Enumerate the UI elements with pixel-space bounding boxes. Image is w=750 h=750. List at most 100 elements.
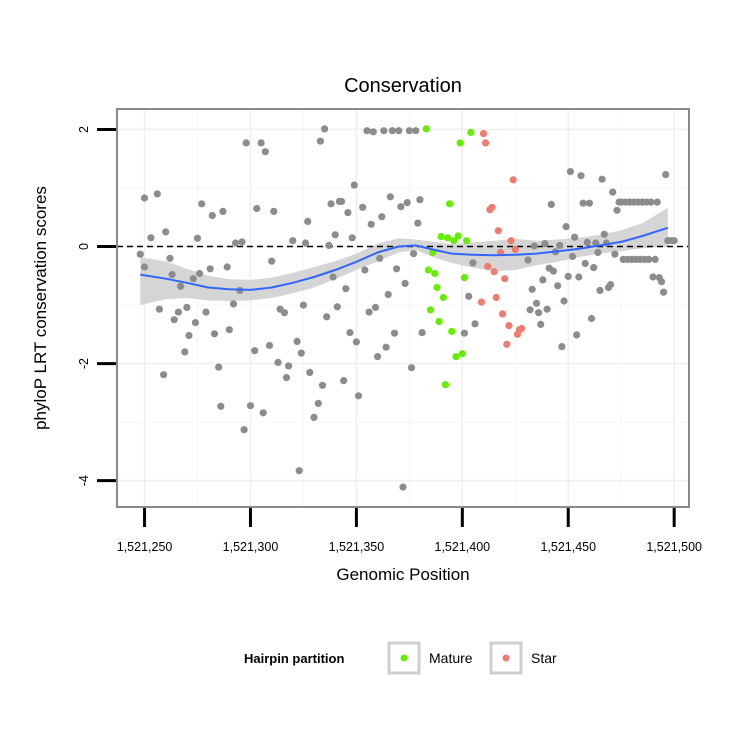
point-star: [501, 275, 509, 283]
x-tick-label: 1,521,450: [540, 540, 596, 554]
point-other: [403, 199, 411, 207]
point-other: [562, 223, 570, 231]
point-other: [274, 358, 282, 366]
point-other: [528, 285, 536, 293]
point-mature: [456, 139, 464, 147]
point-other: [295, 467, 303, 475]
point-mature: [448, 327, 456, 335]
point-other: [338, 197, 346, 206]
point-other: [649, 273, 657, 281]
point-other: [647, 198, 655, 206]
point-other: [575, 273, 583, 281]
point-other: [369, 128, 377, 136]
point-other: [566, 168, 575, 176]
point-mature: [458, 350, 466, 358]
point-other: [590, 264, 598, 272]
point-mature: [437, 233, 445, 241]
point-other: [265, 341, 274, 350]
y-axis-title: phyloP LRT conservation scores: [31, 186, 50, 430]
point-other: [196, 269, 204, 278]
point-mature: [454, 232, 462, 240]
point-star: [492, 293, 500, 302]
x-axis: 1,521,250 1,521,300 1,521,350 1,521,400 1,52…: [117, 508, 702, 554]
point-other: [670, 237, 678, 245]
point-other: [558, 343, 566, 351]
point-other: [460, 329, 468, 337]
confidence-band-layer: [140, 207, 668, 306]
point-other: [524, 256, 532, 264]
point-other: [657, 278, 666, 286]
point-other: [170, 316, 178, 324]
point-other: [543, 305, 551, 313]
point-other: [350, 181, 358, 189]
point-other: [535, 309, 543, 317]
point-other: [153, 190, 161, 198]
point-other: [202, 308, 210, 316]
point-other: [583, 238, 591, 246]
point-mature: [446, 200, 454, 208]
point-other: [306, 368, 314, 376]
point-other: [469, 259, 477, 267]
smooth-line-layer: [140, 226, 669, 291]
point-other: [405, 127, 413, 135]
point-other: [539, 276, 547, 284]
point-other: [333, 303, 341, 311]
point-other: [321, 125, 329, 133]
x-tick-label: 1,521,500: [646, 540, 702, 554]
point-other: [344, 209, 352, 217]
point-other: [240, 426, 248, 434]
point-other: [215, 363, 223, 371]
point-other: [289, 237, 297, 245]
point-other: [238, 238, 246, 246]
x-tick-label: 1,521,400: [435, 540, 491, 554]
point-mature: [435, 317, 443, 326]
point-other: [346, 329, 354, 337]
point-other: [136, 250, 144, 258]
legend-key-mature: [400, 654, 408, 662]
point-star: [509, 176, 517, 184]
point-other: [225, 326, 233, 334]
point-other: [365, 308, 373, 316]
point-star: [488, 203, 496, 211]
point-other: [160, 371, 168, 379]
point-other: [181, 348, 189, 356]
point-other: [168, 271, 176, 279]
chart-title: Conservation: [344, 75, 462, 97]
point-other: [299, 301, 307, 309]
point-other: [189, 275, 197, 283]
point-other: [600, 230, 608, 238]
point-other: [532, 299, 541, 307]
point-other: [191, 319, 199, 327]
point-other: [297, 349, 305, 357]
point-other: [223, 263, 231, 271]
x-axis-title: Genomic Position: [336, 565, 469, 584]
point-other: [310, 413, 318, 421]
point-other: [359, 203, 367, 211]
point-other: [331, 231, 339, 239]
point-other: [662, 171, 670, 179]
point-other: [537, 320, 545, 328]
point-other: [645, 255, 653, 263]
grid: [117, 109, 689, 507]
point-other: [554, 282, 562, 290]
point-other: [246, 402, 255, 410]
point-star: [511, 245, 519, 254]
y-tick-label: -2: [77, 358, 91, 369]
point-other: [361, 266, 369, 274]
point-star: [507, 237, 515, 245]
point-mature: [450, 237, 458, 245]
point-other: [414, 219, 422, 227]
point-other: [282, 374, 291, 382]
point-mature: [443, 234, 452, 242]
confidence-band: [140, 207, 668, 306]
point-mature: [441, 381, 449, 389]
point-other: [564, 272, 572, 280]
point-other: [270, 207, 278, 215]
point-other: [587, 314, 596, 323]
point-other: [183, 303, 191, 311]
point-other: [155, 305, 163, 313]
point-other: [285, 362, 293, 370]
point-other: [526, 306, 534, 314]
point-other: [367, 220, 375, 228]
